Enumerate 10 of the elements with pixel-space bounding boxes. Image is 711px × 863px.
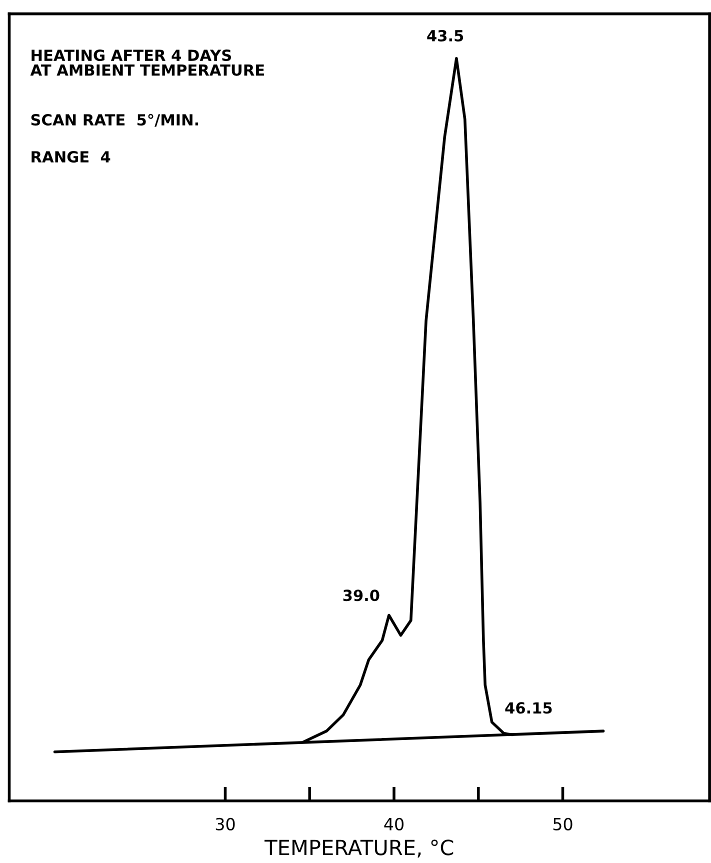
x-axis-title: TEMPERATURE, °C [264,840,454,858]
annotation: HEATING AFTER 4 DAYS AT AMBIENT TEMPERATURE [30,49,264,76]
x-tick-label: 30 [216,818,235,830]
annotation: 46.15 [505,702,552,714]
annotation: RANGE 4 [32,151,110,163]
annotation: SCAN RATE 5°/MIN. [31,114,198,127]
annotation: 39.0 [343,590,380,602]
annotation: 43.5 [427,30,464,42]
x-tick-label: 50 [553,818,572,830]
x-tick-label: 40 [384,818,404,830]
